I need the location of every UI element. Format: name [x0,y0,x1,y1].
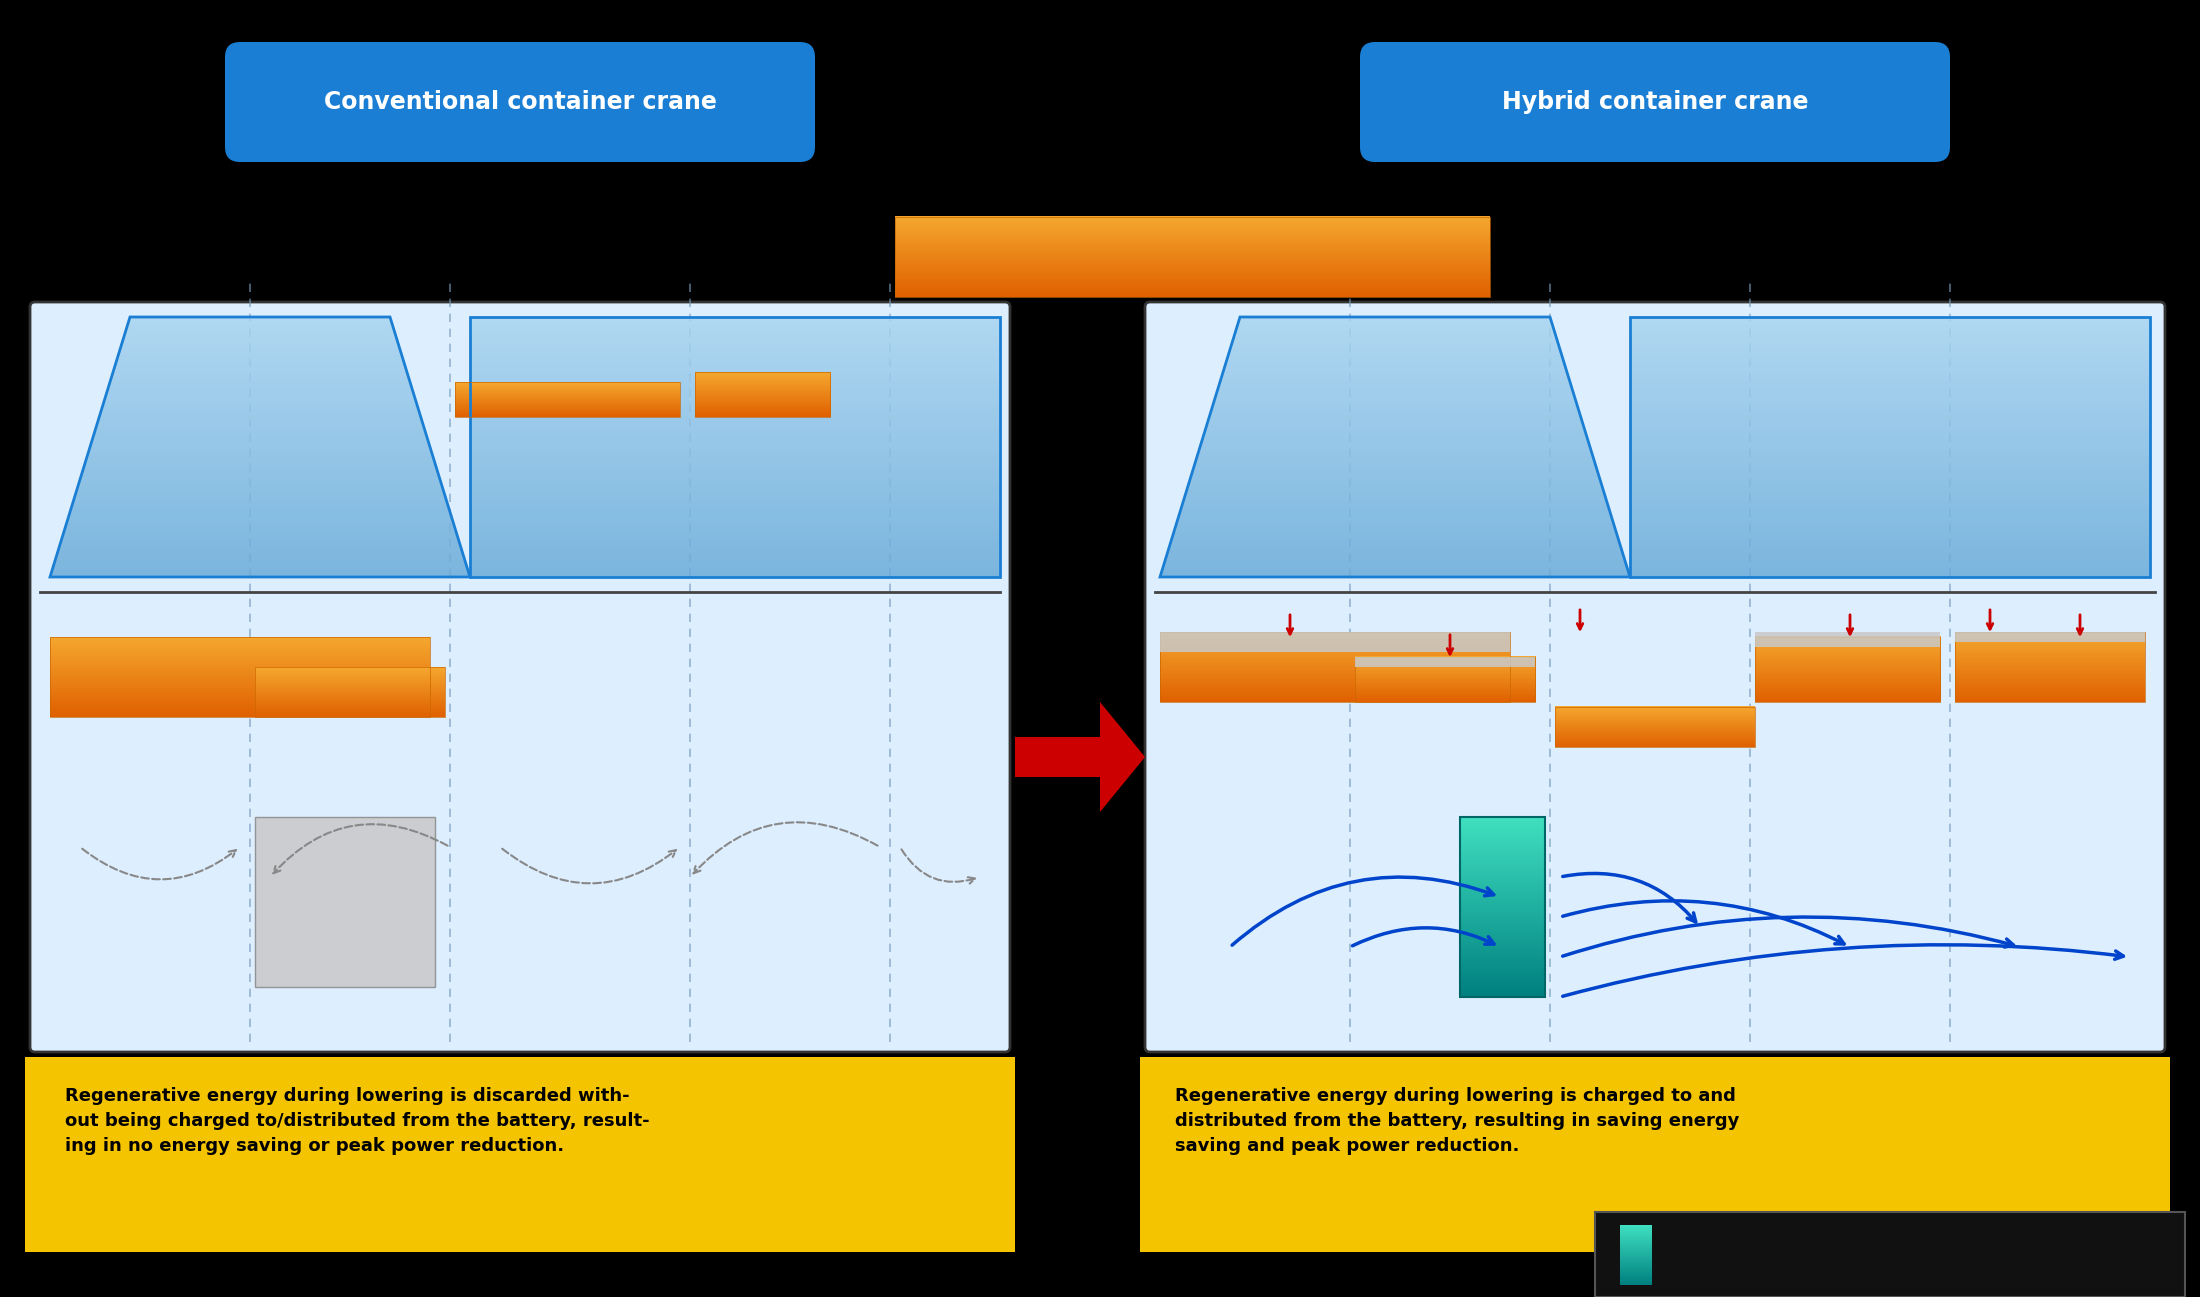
Bar [1355,658,1536,667]
FancyBboxPatch shape [1144,302,2165,1052]
Bar [1956,632,2145,702]
FancyArrowPatch shape [81,848,235,879]
FancyArrowPatch shape [1562,944,2123,996]
Bar [1756,632,1940,647]
Bar [1555,707,1756,747]
FancyArrowPatch shape [1562,901,1844,944]
FancyBboxPatch shape [31,302,1010,1052]
FancyBboxPatch shape [1140,1057,2169,1252]
Bar [51,637,429,717]
FancyBboxPatch shape [224,42,814,162]
FancyArrowPatch shape [1562,917,2013,956]
Bar [255,817,436,987]
Bar [1756,637,1940,702]
FancyArrowPatch shape [902,850,975,883]
Text: Conventional container crane: Conventional container crane [323,89,717,114]
FancyArrowPatch shape [1353,927,1494,946]
Bar [1159,632,1509,652]
Bar [455,383,680,418]
FancyBboxPatch shape [24,1057,1014,1252]
Bar [695,372,829,418]
Text: Regenerative energy during lowering is discarded with-
out being charged to/dist: Regenerative energy during lowering is d… [66,1087,649,1156]
Bar [1159,632,1509,702]
FancyArrowPatch shape [502,848,675,883]
FancyArrowPatch shape [1232,877,1494,946]
Polygon shape [1014,702,1144,812]
Bar [1461,817,1544,997]
Bar [895,217,1489,297]
Text: Regenerative energy during lowering is charged to and
distributed from the batte: Regenerative energy during lowering is c… [1175,1087,1740,1156]
FancyArrowPatch shape [273,824,447,873]
FancyBboxPatch shape [1360,42,1949,162]
Bar [1956,632,2145,642]
FancyArrowPatch shape [1562,873,1696,922]
Bar [1355,658,1536,702]
Text: Hybrid container crane: Hybrid container crane [1503,89,1808,114]
Bar [255,667,444,717]
FancyBboxPatch shape [1595,1211,2185,1297]
FancyArrowPatch shape [693,822,878,873]
